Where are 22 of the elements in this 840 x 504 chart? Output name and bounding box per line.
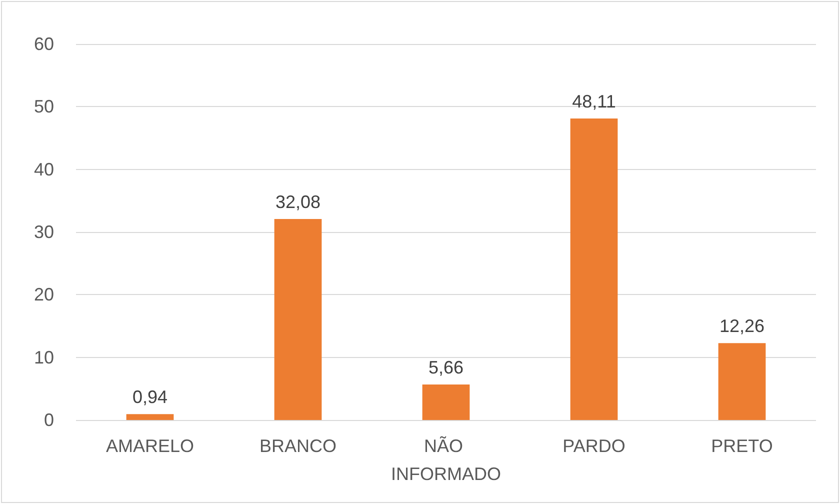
data-label: 48,11 (572, 92, 616, 112)
y-tick-label: 60 (34, 34, 54, 54)
data-label: 12,26 (719, 316, 765, 336)
data-label: 0,94 (132, 387, 168, 408)
bar (126, 414, 174, 420)
x-tick-label: PRETO (711, 436, 773, 456)
bar (718, 343, 766, 420)
x-tick-label: AMARELO (106, 436, 194, 456)
y-tick-label: 40 (34, 159, 54, 180)
data-label: 5,66 (428, 358, 464, 378)
y-tick-label: 20 (34, 284, 54, 305)
bar (274, 218, 322, 420)
x-tick-label: NÃO INFORMADO (391, 436, 501, 484)
y-tick-label: 30 (34, 222, 54, 242)
bar (570, 118, 618, 420)
x-tick-label: PARDO (562, 436, 626, 456)
x-tick-label: BRANCO (259, 436, 337, 456)
y-tick-label: 50 (34, 96, 54, 117)
y-tick-label: 10 (34, 347, 54, 368)
data-label: 32,08 (275, 192, 321, 212)
y-tick-label: 0 (44, 410, 54, 430)
bar (422, 384, 470, 420)
